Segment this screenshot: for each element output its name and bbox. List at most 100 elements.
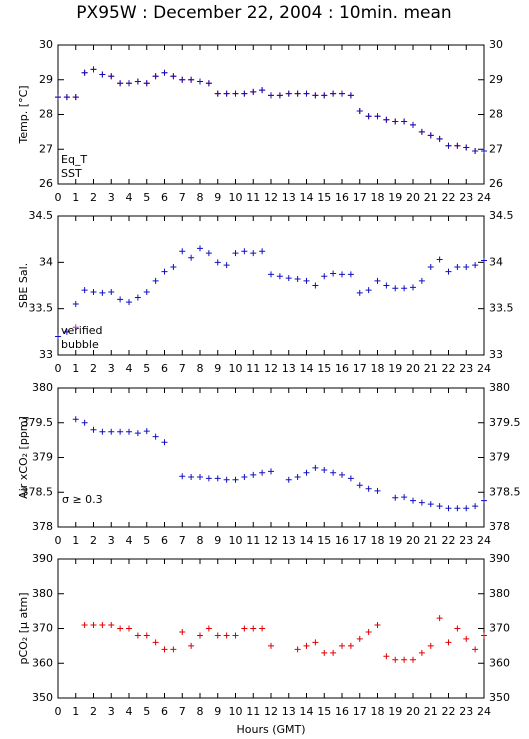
data-point [347, 92, 354, 99]
x-tick-label: 10 [229, 705, 243, 718]
data-point [392, 285, 399, 292]
data-point [356, 482, 363, 489]
y-tick-label: 29 [39, 73, 53, 86]
x-tick-label: 14 [300, 191, 314, 204]
data-point [250, 625, 257, 632]
data-point [205, 625, 212, 632]
x-tick-label: 9 [214, 191, 221, 204]
y-tick-label: 33.5 [29, 302, 54, 315]
data-point [250, 88, 257, 95]
data-point [268, 642, 274, 649]
x-tick-label: 6 [161, 362, 168, 375]
x-tick-label: 20 [406, 534, 420, 547]
data-point [170, 263, 177, 270]
data-point [250, 471, 257, 478]
annotation: σ ≥ 0.3 [62, 493, 103, 506]
x-tick-label: 7 [179, 705, 186, 718]
data-point [383, 653, 390, 660]
x-tick-label: 23 [459, 705, 473, 718]
x-tick-label: 9 [214, 362, 221, 375]
data-point [197, 473, 203, 480]
data-point [205, 250, 212, 257]
data-point [223, 90, 230, 97]
x-tick-label: 8 [197, 705, 204, 718]
x-tick-label: 24 [477, 705, 491, 718]
x-tick-label: 1 [72, 705, 79, 718]
data-point [126, 299, 132, 306]
y-tick-label: 27 [39, 142, 53, 155]
data-point [188, 254, 195, 261]
x-tick-label: 18 [371, 362, 385, 375]
data-point [259, 469, 266, 476]
y-tick-label: 30 [39, 38, 53, 51]
data-point [374, 622, 381, 629]
data-point [339, 90, 345, 97]
data-point [321, 273, 328, 280]
x-tick-label: 1 [72, 191, 79, 204]
x-tick-label: 15 [317, 705, 331, 718]
data-point [454, 263, 461, 270]
data-point [330, 469, 337, 476]
data-point [312, 92, 319, 99]
data-point [117, 296, 124, 303]
x-tick-label: 24 [477, 362, 491, 375]
data-point [472, 503, 479, 510]
y-tick-label: 378.5 [22, 485, 54, 498]
data-point [232, 476, 239, 483]
x-tick-label: 14 [300, 362, 314, 375]
data-point [383, 282, 390, 289]
data-point [427, 263, 434, 270]
x-tick-label: 13 [282, 534, 296, 547]
data-point [463, 635, 470, 642]
y-tick-label: 29 [489, 73, 503, 86]
data-point [410, 656, 416, 663]
data-point [126, 625, 132, 632]
x-tick-label: 17 [353, 534, 367, 547]
data-point [81, 419, 88, 426]
x-tick-label: 19 [388, 191, 402, 204]
data-point [418, 128, 425, 135]
data-point [339, 642, 345, 649]
data-point [294, 276, 301, 283]
x-tick-label: 22 [442, 362, 456, 375]
y-tick-label: 390 [489, 552, 510, 565]
y-tick-label: 379 [489, 451, 510, 464]
x-tick-label: 5 [143, 705, 150, 718]
data-point [241, 473, 248, 480]
data-point [232, 90, 239, 97]
data-point [445, 505, 452, 512]
y-axis-label: SBE Sal. [17, 263, 30, 308]
data-point [418, 649, 425, 656]
data-point [401, 494, 408, 501]
data-point [436, 135, 443, 142]
data-point [481, 497, 487, 504]
x-tick-label: 21 [424, 362, 438, 375]
data-point [134, 430, 141, 437]
data-point [205, 475, 212, 482]
data-point [392, 656, 399, 663]
y-tick-label: 34.5 [29, 209, 54, 222]
x-tick-label: 17 [353, 362, 367, 375]
data-point [259, 87, 266, 94]
y-axis-label: Air xCO₂ [ppm] [17, 416, 30, 499]
data-point [117, 625, 124, 632]
data-point [143, 80, 150, 87]
data-point [472, 262, 479, 269]
data-point [99, 289, 106, 296]
x-tick-label: 23 [459, 191, 473, 204]
x-tick-label: 2 [90, 362, 97, 375]
x-tick-label: 5 [143, 534, 150, 547]
data-point [108, 622, 115, 629]
data-point [339, 471, 345, 478]
data-point [312, 639, 319, 646]
y-tick-label: 370 [489, 622, 510, 635]
y-tick-label: 28 [39, 108, 53, 121]
x-tick-label: 22 [442, 534, 456, 547]
data-point [321, 649, 328, 656]
data-point [374, 277, 381, 284]
data-point [436, 615, 443, 622]
data-point [143, 632, 150, 639]
x-tick-label: 12 [264, 191, 278, 204]
y-tick-label: 34 [39, 255, 53, 268]
legend-label: SST [61, 167, 82, 180]
